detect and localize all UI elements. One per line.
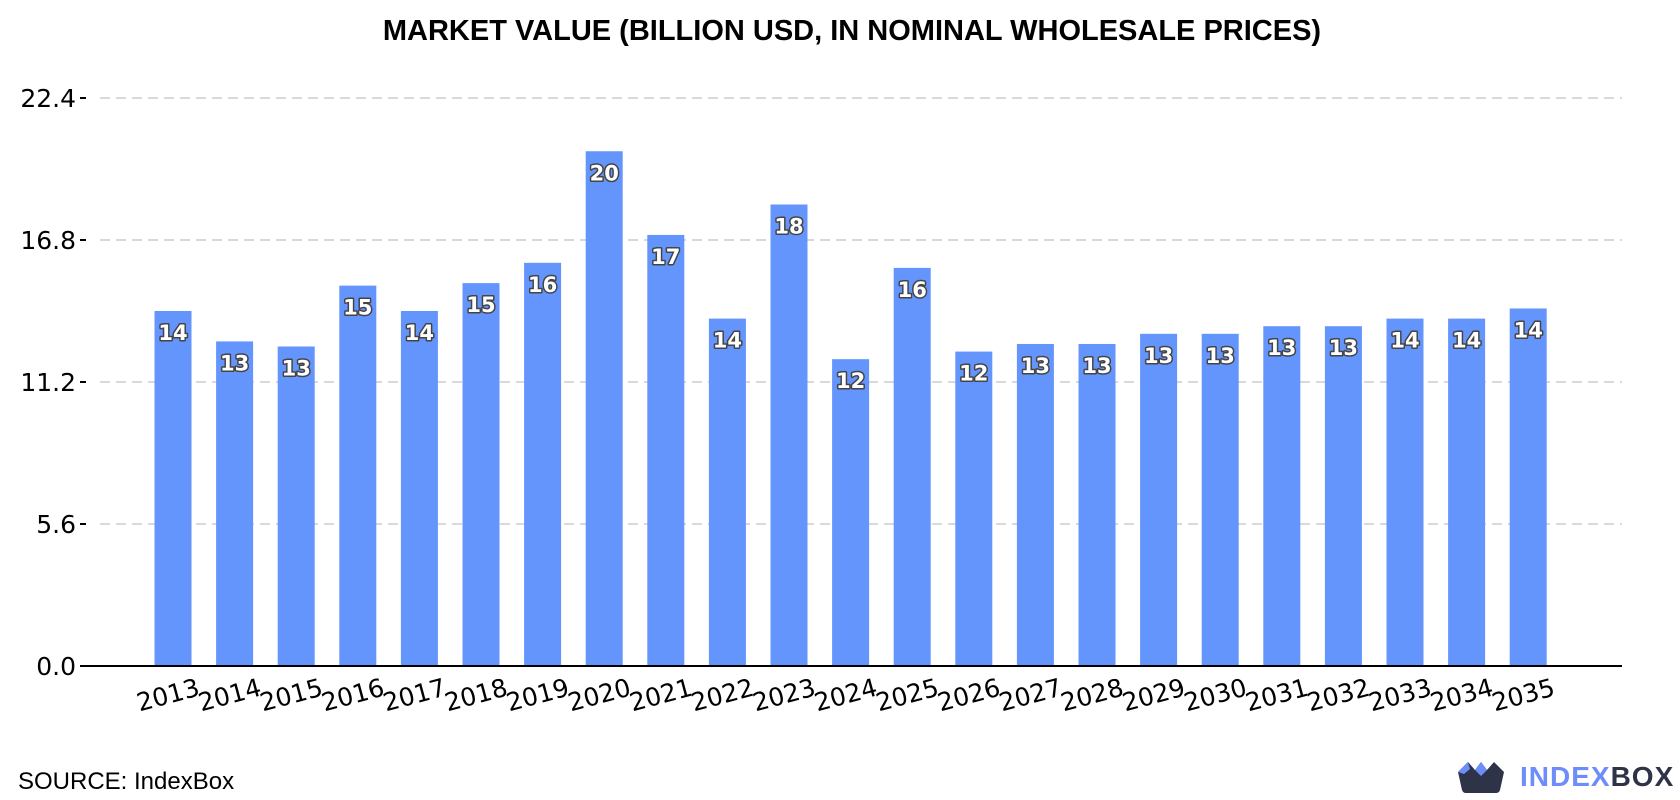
x-tick-label-2034: 2034 <box>1427 673 1496 717</box>
data-label-2029: 13 <box>1144 344 1173 368</box>
data-label-2026: 12 <box>959 362 988 386</box>
data-label-2020: 20 <box>590 161 619 185</box>
data-label-2035: 14 <box>1514 318 1543 342</box>
data-label-2034: 14 <box>1452 329 1481 353</box>
x-tick-label-2020: 2020 <box>565 673 634 717</box>
data-label-2023: 18 <box>774 215 803 239</box>
bar-2032 <box>1324 326 1362 666</box>
x-tick-label-2018: 2018 <box>442 673 511 717</box>
data-label-2025: 16 <box>898 278 927 302</box>
bar-2022 <box>708 318 746 666</box>
bar-2023 <box>770 204 808 666</box>
brand-box-text: BOX <box>1610 761 1675 792</box>
data-labels: 14 13 13 15 14 15 16 20 17 14 18 12 16 12 13 13 13 13 13 13… <box>157 160 1544 395</box>
x-tick-label-2024: 2024 <box>811 673 880 717</box>
y-tick-label: 0.0 <box>36 652 76 681</box>
x-tick-label-2032: 2032 <box>1304 673 1373 717</box>
data-label-2017: 14 <box>405 321 434 345</box>
bar-2028 <box>1078 343 1116 666</box>
x-tick-label-2019: 2019 <box>503 673 572 717</box>
x-tick-label-2029: 2029 <box>1119 673 1188 717</box>
data-label-2013: 14 <box>158 321 187 345</box>
bar-2031 <box>1263 326 1301 666</box>
x-tick-label-2033: 2033 <box>1366 673 1435 717</box>
x-axis-ticks: 2013201420152016201720182019202020212022… <box>134 673 1558 717</box>
bar-2029 <box>1140 333 1178 666</box>
data-label-2018: 15 <box>466 293 495 317</box>
x-tick-label-2015: 2015 <box>257 673 326 717</box>
x-tick-label-2027: 2027 <box>996 673 1065 717</box>
x-tick-label-2016: 2016 <box>318 673 387 717</box>
bar-2026 <box>955 351 993 666</box>
bar-2021 <box>647 234 685 666</box>
data-label-2027: 13 <box>1021 354 1050 378</box>
data-label-2022: 14 <box>713 329 742 353</box>
bar-2020 <box>585 151 623 666</box>
data-label-2031: 13 <box>1267 336 1296 360</box>
x-tick-label-2026: 2026 <box>934 673 1003 717</box>
bar-2024 <box>832 359 870 666</box>
x-tick-label-2013: 2013 <box>134 673 203 717</box>
brand-index-text: INDEX <box>1520 761 1611 792</box>
crown-logo-icon <box>1458 762 1504 793</box>
chart-title: MARKET VALUE (BILLION USD, IN NOMINAL WH… <box>383 15 1321 47</box>
y-tick-label: 16.8 <box>20 226 76 255</box>
bar-2027 <box>1016 343 1054 666</box>
data-label-2016: 15 <box>343 296 372 320</box>
bar-2018 <box>462 283 500 666</box>
y-tick-label: 11.2 <box>20 368 76 397</box>
bar-2033 <box>1386 318 1424 666</box>
source-note: SOURCE: IndexBox <box>18 768 235 795</box>
data-label-2032: 13 <box>1329 336 1358 360</box>
bar-2015 <box>277 346 315 666</box>
x-tick-label-2025: 2025 <box>873 673 942 717</box>
data-label-2021: 17 <box>651 245 680 269</box>
x-tick-label-2023: 2023 <box>750 673 819 717</box>
x-tick-label-2021: 2021 <box>626 673 695 717</box>
x-tick-label-2030: 2030 <box>1181 673 1250 717</box>
data-label-2019: 16 <box>528 273 557 297</box>
x-tick-label-2014: 2014 <box>195 673 264 717</box>
y-tick-label: 5.6 <box>36 510 76 539</box>
x-tick-label-2028: 2028 <box>1058 673 1127 717</box>
x-tick-label-2022: 2022 <box>688 673 757 717</box>
x-tick-label-2017: 2017 <box>380 673 449 717</box>
indexbox-logo: INDEXBOX <box>1456 760 1674 794</box>
y-tick-label: 22.4 <box>20 84 76 113</box>
x-tick-label-2031: 2031 <box>1242 673 1311 717</box>
bar-2034 <box>1448 318 1486 666</box>
data-label-2033: 14 <box>1390 329 1419 353</box>
bar-2025 <box>893 267 931 666</box>
bars <box>154 151 1547 666</box>
data-label-2015: 13 <box>282 357 311 381</box>
bar-2014 <box>216 341 254 666</box>
y-axis-ticks: 0.0 5.6 11.2 16.8 22.4 <box>20 84 86 681</box>
data-label-2024: 12 <box>836 369 865 393</box>
bar-2035 <box>1509 308 1547 666</box>
data-label-2028: 13 <box>1082 354 1111 378</box>
data-label-2014: 13 <box>220 351 249 375</box>
bar-2016 <box>339 285 377 666</box>
data-label-2030: 13 <box>1206 344 1235 368</box>
bar-2013 <box>154 311 192 666</box>
bar-2019 <box>524 262 562 666</box>
bar-2017 <box>400 311 438 666</box>
x-tick-label-2035: 2035 <box>1489 673 1558 717</box>
bar-2030 <box>1201 333 1239 666</box>
